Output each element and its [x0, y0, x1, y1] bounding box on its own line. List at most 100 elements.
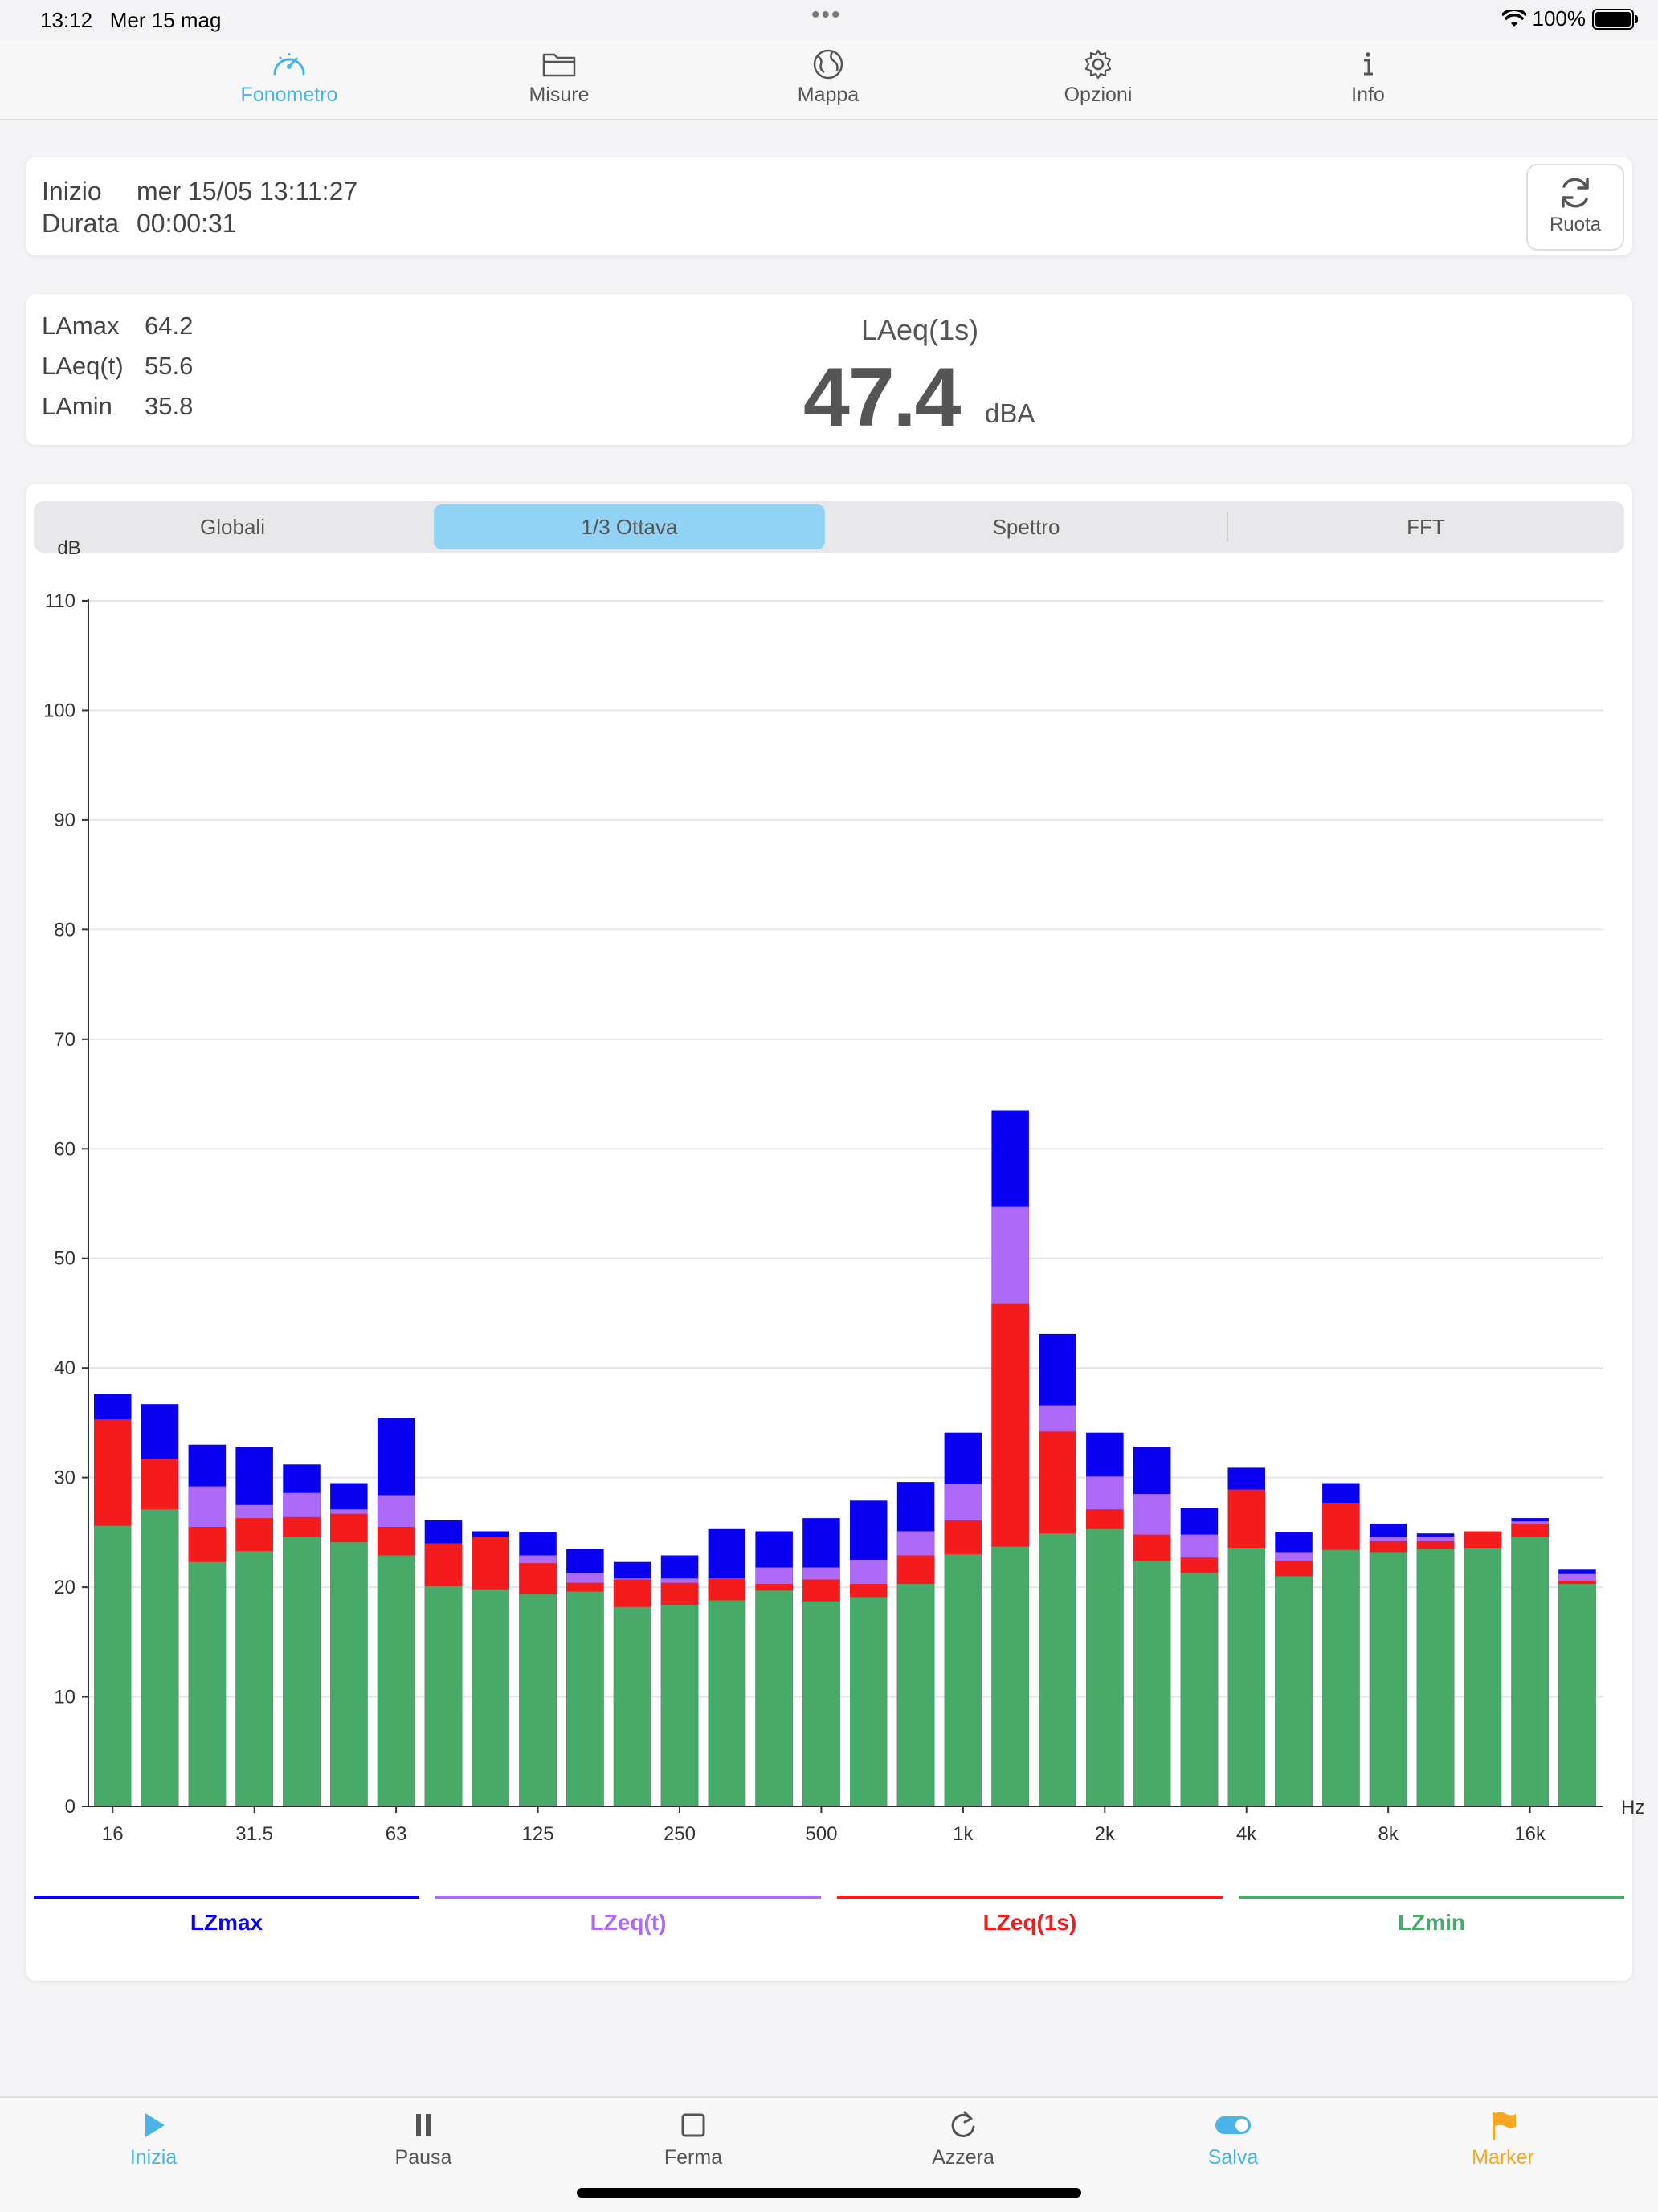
y-tick-label: 10 — [54, 1687, 76, 1708]
save-button[interactable]: Salva — [1153, 2109, 1313, 2169]
y-tick-label: 30 — [54, 1467, 76, 1489]
battery-icon — [1592, 8, 1638, 30]
bar-lzmin — [613, 1606, 651, 1806]
legend-label: LZmin — [1398, 1910, 1465, 1935]
lamax-row: LAmax 64.2 — [42, 312, 193, 341]
start-label: Inizio — [42, 177, 102, 206]
stop-button[interactable]: Ferma — [613, 2109, 774, 2169]
y-tick-label: 0 — [65, 1796, 76, 1818]
speedometer-icon — [273, 53, 305, 76]
status-time: 13:12 Mer 15 mag — [40, 8, 222, 32]
flag-icon — [1493, 2112, 1516, 2140]
segment-divider — [1227, 512, 1228, 541]
start-label: Inizia — [129, 2146, 178, 2169]
bar-lzmin — [1275, 1576, 1313, 1806]
bar-lzmin — [896, 1584, 935, 1806]
bar-lzmin — [1511, 1537, 1549, 1806]
legend-lzeq-1s[interactable]: LZeq(1s) — [837, 1896, 1223, 1952]
bar-lzmin — [1416, 1549, 1455, 1806]
wifi-icon — [1501, 10, 1526, 27]
stop-label: Ferma — [664, 2146, 723, 2169]
rotate-label: Ruota — [1549, 214, 1602, 235]
main-level-unit: dBA — [985, 398, 1035, 428]
tab-label: Info — [1351, 84, 1385, 106]
tab-info[interactable]: Info — [1288, 40, 1448, 119]
bar-lzmin — [424, 1586, 463, 1806]
bar-lzmin — [1039, 1533, 1076, 1806]
marker-button[interactable]: Marker — [1423, 2109, 1583, 2169]
bar-lzmin — [283, 1537, 321, 1806]
stop-icon — [681, 2113, 705, 2137]
play-icon — [145, 2113, 165, 2137]
reset-icon — [951, 2111, 975, 2137]
tab-mappa[interactable]: Mappa — [748, 40, 909, 119]
chart-segmented-control: Globali 1/3 Ottava Spettro FFT — [34, 501, 1624, 553]
x-tick-label: 16 — [102, 1823, 124, 1845]
legend-label: LZmax — [190, 1910, 263, 1935]
bar-lzmin — [235, 1551, 273, 1806]
pause-label: Pausa — [394, 2146, 452, 2169]
battery-percent: 100% — [1532, 6, 1587, 31]
bar-lzmin — [1227, 1548, 1265, 1806]
pause-icon — [416, 2114, 431, 2136]
bar-lzmin — [330, 1542, 368, 1806]
reset-button[interactable]: Azzera — [883, 2109, 1043, 2169]
bar-lzmin — [472, 1589, 509, 1806]
main-level-value: 47.4 — [803, 351, 961, 444]
y-tick-label: 110 — [45, 590, 76, 612]
lamax-label: LAmax — [42, 312, 120, 340]
tab-fonometro[interactable]: Fonometro — [209, 40, 370, 119]
tab-misure[interactable]: Misure — [479, 40, 639, 119]
bar-lzmin — [188, 1561, 227, 1806]
x-tick-label: 250 — [664, 1823, 696, 1845]
legend-lzeq-t[interactable]: LZeq(t) — [435, 1896, 821, 1952]
segment-fft[interactable]: FFT — [1407, 515, 1445, 539]
start-button[interactable]: Inizia — [73, 2109, 234, 2169]
tab-label: Mappa — [797, 84, 860, 106]
globe-icon — [813, 49, 843, 80]
y-tick-label: 20 — [54, 1577, 76, 1598]
bar-lzmin — [660, 1604, 699, 1806]
levels-card: LAmax 64.2 LAeq(t) 55.6 LAmin 35.8 LAeq(1s)… — [26, 294, 1632, 445]
duration-label: Durata — [42, 209, 120, 238]
rotate-button[interactable]: Ruota — [1526, 164, 1624, 251]
bar-lzmin — [1180, 1573, 1219, 1806]
duration-value: 00:00:31 — [137, 209, 237, 238]
legend-label: LZeq(1s) — [982, 1910, 1077, 1935]
toggle-icon — [1215, 2116, 1251, 2134]
start-value: mer 15/05 13:11:27 — [137, 177, 358, 206]
y-tick-label: 70 — [54, 1029, 76, 1051]
y-tick-label: 90 — [54, 810, 76, 831]
pause-button[interactable]: Pausa — [343, 2109, 504, 2169]
segment-terzi-ottava[interactable]: 1/3 Ottava — [434, 504, 825, 549]
multitask-dots[interactable]: ••• — [811, 2, 842, 28]
legend-line — [34, 1896, 419, 1899]
x-tick-label: 8k — [1378, 1823, 1399, 1845]
y-axis-label: dB — [57, 537, 80, 559]
save-label: Salva — [1207, 2146, 1259, 2169]
tab-opzioni[interactable]: Opzioni — [1018, 40, 1178, 119]
status-bar: 13:12 Mer 15 mag ••• 100% — [0, 0, 1658, 40]
x-tick-label: 4k — [1236, 1823, 1257, 1845]
legend-lzmax[interactable]: LZmax — [34, 1896, 419, 1952]
legend-lzmin[interactable]: LZmin — [1239, 1896, 1624, 1952]
bar-lzmin — [991, 1546, 1029, 1806]
segment-spettro[interactable]: Spettro — [992, 515, 1060, 539]
laeq-t-label: LAeq(t) — [42, 352, 124, 380]
main-level-label: LAeq(1s) — [861, 313, 979, 346]
chart-card: Globali 1/3 Ottava Spettro FFT 0 10 20 30 40… — [26, 484, 1644, 1981]
segment-globali[interactable]: Globali — [200, 515, 265, 539]
lamin-value: 35.8 — [145, 392, 194, 420]
bar-lzmin — [141, 1509, 179, 1806]
bar-lzmin — [802, 1601, 840, 1806]
bar-lzmin — [944, 1554, 982, 1806]
session-card: Inizio mer 15/05 13:11:27 Durata 00:00:31 … — [26, 157, 1632, 255]
laeq-t-value: 55.6 — [145, 352, 194, 380]
x-tick-label: 125 — [522, 1823, 554, 1845]
x-tick-label: 31.5 — [235, 1823, 273, 1845]
y-tick-label: 40 — [54, 1357, 76, 1379]
top-tab-bar: Fonometro Misure Mappa Opzioni Info — [0, 40, 1658, 120]
y-tick-label: 60 — [54, 1138, 76, 1160]
legend-line — [1239, 1896, 1624, 1899]
